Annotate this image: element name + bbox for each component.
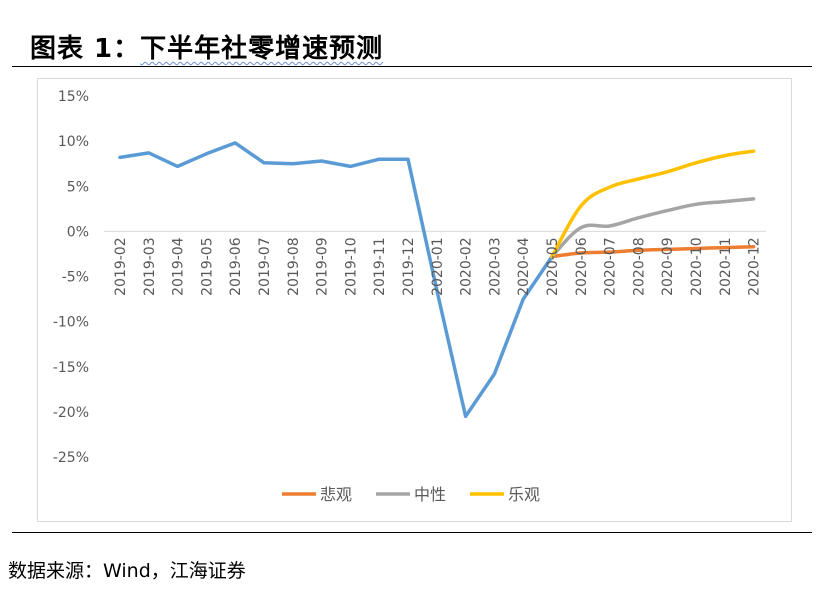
x-tick-label: 2020-02 xyxy=(459,237,475,296)
y-tick-label: 15% xyxy=(58,89,89,105)
y-tick-label: -20% xyxy=(53,405,89,421)
x-tick-label: 2019-09 xyxy=(315,237,331,296)
y-tick-label: -25% xyxy=(53,450,89,466)
y-tick-label: -5% xyxy=(62,270,89,286)
projection-series xyxy=(550,149,756,259)
y-tick-label: 5% xyxy=(67,179,89,195)
historical-line xyxy=(118,141,554,419)
x-tick-label: 2019-07 xyxy=(257,237,273,296)
chart-frame xyxy=(37,78,792,522)
x-tick-label: 2019-12 xyxy=(401,237,417,296)
x-tick-label: 2020-12 xyxy=(747,237,763,296)
historical-series xyxy=(118,141,554,419)
source-note: 数据来源：Wind，江海证券 xyxy=(8,560,246,582)
y-tick-label: -10% xyxy=(53,315,89,331)
x-tick-label: 2020-09 xyxy=(660,237,676,296)
x-tick-label: 2020-08 xyxy=(631,237,647,296)
x-tick-label: 2019-10 xyxy=(343,237,359,296)
y-tick-label: 10% xyxy=(58,134,89,150)
x-tick-label: 2019-05 xyxy=(199,237,215,296)
legend-label: 中性 xyxy=(414,485,446,504)
legend-label: 悲观 xyxy=(320,485,352,504)
y-axis-ticks: 15% 10% 5% 0% -5% -10% -15% -20% -25% xyxy=(53,89,89,466)
y-tick-label: -15% xyxy=(53,360,89,376)
x-tick-label: 2020-06 xyxy=(574,237,590,296)
x-tick-label: 2019-04 xyxy=(171,237,187,296)
figure-title-prefix: 图表 1： xyxy=(30,34,141,64)
top-rule xyxy=(12,66,812,67)
projection-line-2 xyxy=(550,149,756,259)
legend: 悲观 中性 乐观 xyxy=(282,485,540,504)
x-tick-label: 2020-03 xyxy=(487,237,503,296)
x-tick-label: 2020-07 xyxy=(603,237,619,296)
legend-label: 乐观 xyxy=(508,485,540,504)
figure-title: 图表 1：下半年社零增速预测 xyxy=(30,28,383,65)
x-tick-label: 2019-03 xyxy=(142,237,158,296)
figure-title-main: 下半年社零增速预测 xyxy=(140,34,384,64)
bottom-rule xyxy=(12,532,812,533)
projection-line-0 xyxy=(550,244,756,259)
projection-line-1 xyxy=(550,197,756,259)
x-tick-label: 2020-05 xyxy=(545,237,561,296)
x-tick-label: 2020-04 xyxy=(516,237,532,296)
x-tick-label: 2020-10 xyxy=(689,237,705,296)
x-tick-label: 2019-06 xyxy=(228,237,244,296)
x-tick-label: 2019-02 xyxy=(113,237,129,296)
x-tick-label: 2020-01 xyxy=(430,237,446,296)
x-tick-label: 2019-11 xyxy=(372,237,388,296)
x-tick-label: 2019-08 xyxy=(286,237,302,296)
x-axis-ticks: 2019-02 2019-03 2019-04 2019-05 2019-06 2019-… xyxy=(113,237,763,296)
y-tick-label: 0% xyxy=(67,224,89,240)
x-tick-label: 2020-11 xyxy=(718,237,734,296)
